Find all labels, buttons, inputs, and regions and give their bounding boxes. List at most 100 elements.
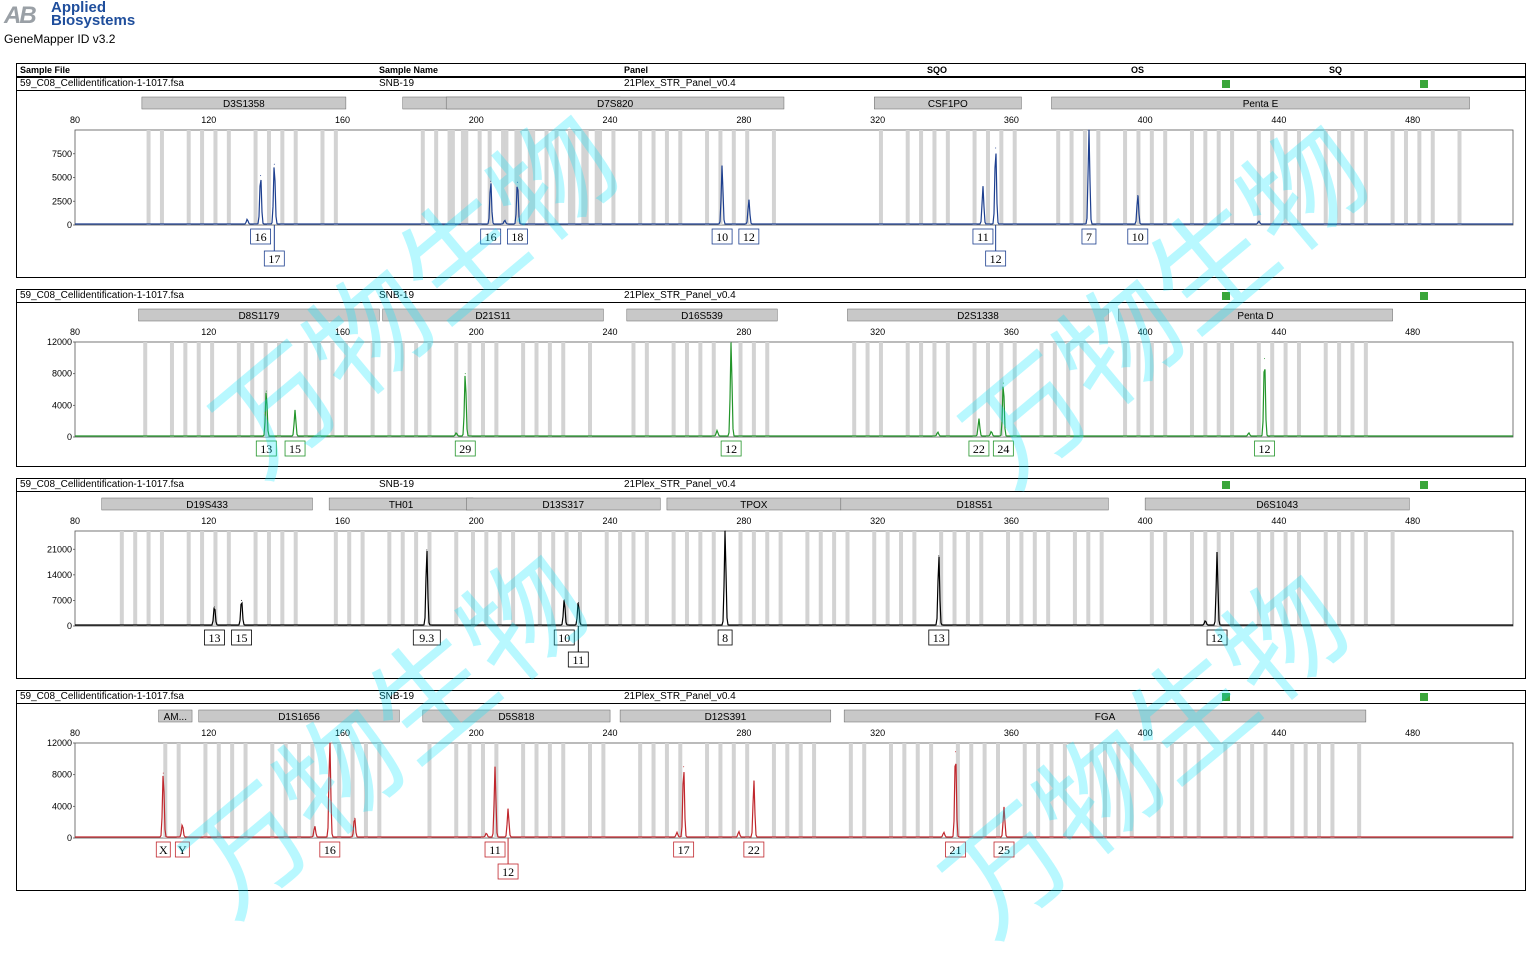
logo-text: Applied Biosystems	[51, 0, 135, 28]
allele-call[interactable]: 17	[263, 225, 285, 267]
x-tick-label: 120	[201, 516, 216, 526]
allele-call[interactable]: Y	[174, 841, 190, 858]
marker-bar[interactable]: D16S539	[626, 308, 778, 322]
allele-call[interactable]: 10	[1127, 228, 1149, 245]
allele-call[interactable]: 11	[567, 626, 589, 668]
allele-bin	[945, 130, 950, 225]
x-tick-label: 120	[201, 728, 216, 738]
allele-bin	[1296, 531, 1301, 626]
marker-bar[interactable]: D13S317	[466, 497, 661, 511]
panel-info-row[interactable]: 59_C08_Cellidentification-1-1017.fsa SNB-…	[17, 479, 1525, 492]
allele-call[interactable]: 11	[484, 841, 506, 858]
allele-call[interactable]: 16	[480, 228, 502, 245]
allele-call[interactable]: 12	[497, 838, 519, 880]
peak-point	[738, 831, 740, 833]
allele-call[interactable]: 17	[673, 841, 695, 858]
allele-call[interactable]: 10	[711, 228, 733, 245]
marker-bar[interactable]: D18S51	[840, 497, 1109, 511]
marker-bar[interactable]: FGA	[843, 709, 1367, 723]
col-os[interactable]: OS	[1131, 65, 1145, 75]
allele-call[interactable]: 12	[1254, 440, 1275, 457]
allele-call[interactable]: 16	[319, 841, 341, 858]
marker-bar[interactable]: D1S1656	[198, 709, 400, 723]
allele-call[interactable]: 29	[454, 440, 476, 457]
marker-bar[interactable]: CSF1PO	[874, 96, 1022, 110]
allele-call[interactable]: 13	[928, 629, 950, 646]
marker-bar[interactable]: D21S11	[382, 308, 604, 322]
marker-bar[interactable]: TPOX	[666, 497, 842, 511]
sq-status-flag	[1420, 80, 1428, 88]
allele-call[interactable]: 10	[553, 629, 575, 646]
marker-bar[interactable]: D6S1043	[1144, 497, 1410, 511]
y-tick-label: 0	[67, 220, 72, 230]
allele-bin	[1099, 531, 1104, 626]
allele-call[interactable]: 8	[717, 629, 733, 646]
marker-bar[interactable]: Penta D	[1118, 308, 1393, 322]
allele-bin	[1350, 342, 1355, 437]
marker-bar[interactable]: D19S433	[101, 497, 313, 511]
marker-bar[interactable]: D5S818	[422, 709, 611, 723]
app-version: GeneMapper ID v3.2	[4, 32, 116, 46]
col-sample-name[interactable]: Sample Name	[379, 65, 439, 75]
allele-label: 17	[678, 843, 690, 857]
allele-bin	[1363, 342, 1368, 437]
col-sqo[interactable]: SQO	[927, 65, 948, 75]
allele-bin	[581, 130, 586, 225]
allele-call[interactable]: 12	[738, 228, 760, 245]
marker-bar[interactable]: D8S1179	[138, 308, 380, 322]
panel-info-row[interactable]: 59_C08_Cellidentification-1-1017.fsa SNB-…	[17, 78, 1525, 91]
allele-call[interactable]: 12	[720, 440, 742, 457]
allele-bin	[146, 531, 151, 626]
panel-info-row[interactable]: 59_C08_Cellidentification-1-1017.fsa SNB-…	[17, 290, 1525, 303]
allele-call[interactable]: 15	[284, 440, 306, 457]
marker-bar[interactable]: D3S1358	[141, 96, 347, 110]
allele-call[interactable]: 13	[204, 629, 225, 646]
sample-file: 59_C08_Cellidentification-1-1017.fsa	[20, 691, 184, 702]
allele-bin	[226, 531, 231, 626]
allele-bin	[611, 130, 616, 225]
panel-info-row[interactable]: 59_C08_Cellidentification-1-1017.fsa SNB-…	[17, 691, 1525, 704]
allele-label: 12	[725, 442, 737, 456]
allele-bin	[143, 342, 148, 437]
allele-bin	[731, 130, 736, 225]
allele-bin	[888, 743, 893, 838]
allele-call[interactable]: 12	[1206, 629, 1228, 646]
allele-bin	[1283, 342, 1288, 437]
allele-call[interactable]: 22	[743, 841, 765, 858]
allele-call[interactable]: 7	[1081, 228, 1097, 245]
marker-label: D5S818	[498, 712, 535, 723]
allele-label: 15	[289, 442, 301, 456]
allele-label: 9.3	[419, 631, 434, 645]
col-sample-file[interactable]: Sample File	[20, 65, 71, 75]
marker-bar[interactable]: D7S820	[445, 96, 785, 110]
allele-bin	[1086, 531, 1091, 626]
allele-call[interactable]: 15	[231, 629, 252, 646]
allele-bin	[1036, 743, 1041, 838]
allele-call[interactable]: 22	[968, 440, 990, 457]
marker-bar[interactable]: D2S1338	[847, 308, 1109, 322]
marker-bar[interactable]: AM...	[158, 709, 193, 723]
allele-call[interactable]: 11	[972, 228, 994, 245]
allele-call[interactable]: 21	[945, 841, 966, 858]
allele-call[interactable]: 24	[992, 440, 1014, 457]
allele-call[interactable]: 16	[250, 228, 272, 245]
col-sq[interactable]: SQ	[1329, 65, 1343, 75]
x-tick-label: 400	[1138, 327, 1153, 337]
allele-bin	[521, 743, 526, 838]
allele-bin	[765, 531, 770, 626]
allele-bin	[929, 743, 934, 838]
allele-call[interactable]: 13	[255, 440, 277, 457]
allele-call[interactable]: X	[155, 841, 171, 858]
marker-bar[interactable]: TH01	[328, 497, 474, 511]
peak-point	[1137, 195, 1139, 197]
marker-bar[interactable]: Penta E	[1051, 96, 1470, 110]
allele-call[interactable]: 18	[507, 228, 528, 245]
trace-green	[75, 342, 1513, 437]
allele-call[interactable]: 12	[985, 225, 1007, 267]
allele-call[interactable]: 25	[993, 841, 1015, 858]
peak-point	[577, 602, 579, 604]
allele-call[interactable]: 9.3	[412, 629, 441, 646]
marker-bar[interactable]: D12S391	[619, 709, 832, 723]
col-panel[interactable]: Panel	[624, 65, 649, 75]
peak-point	[294, 410, 296, 412]
